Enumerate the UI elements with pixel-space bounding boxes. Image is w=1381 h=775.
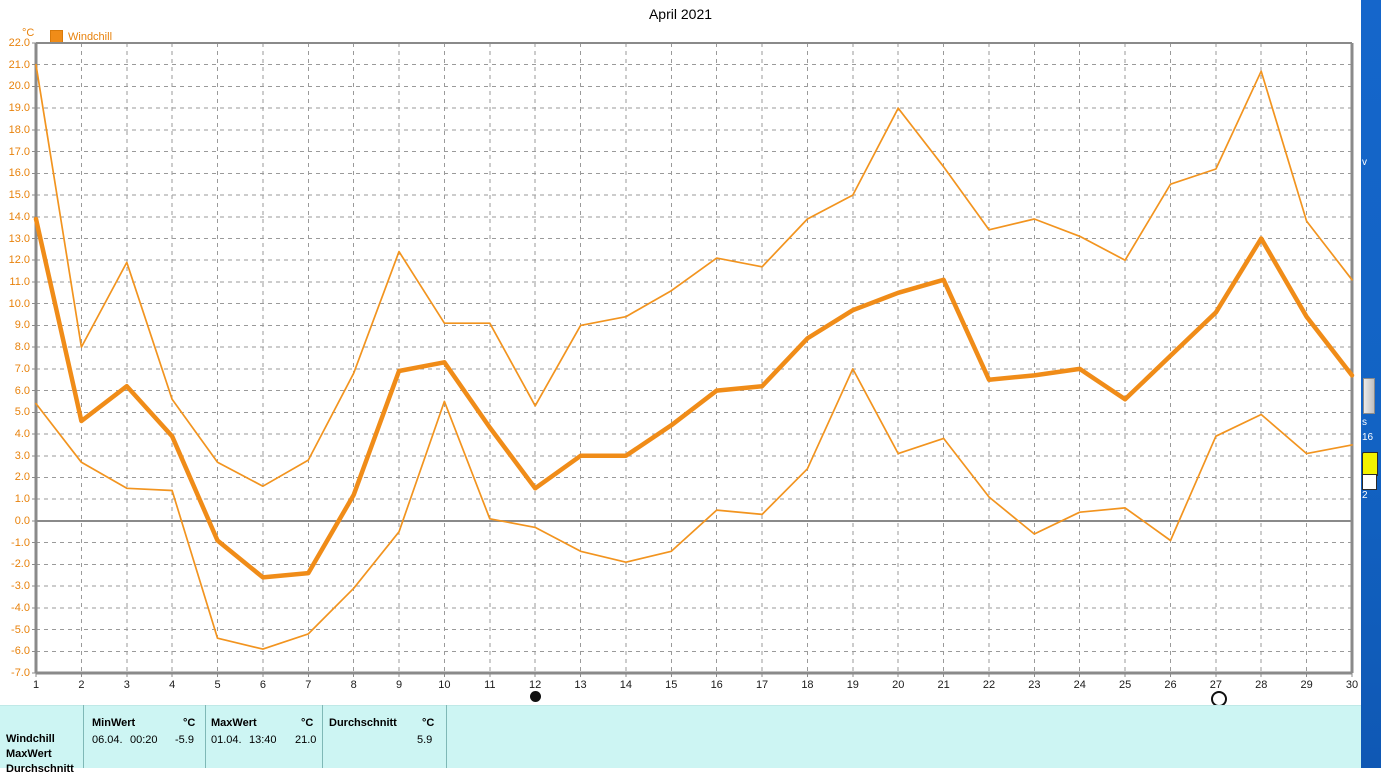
legend-label-windchill: Windchill	[68, 30, 113, 43]
x-axis-tick-11: 11	[484, 679, 496, 691]
x-axis-tick-29: 29	[1300, 679, 1313, 691]
summary-min-time: 00:20	[130, 734, 158, 746]
y-axis-tick-14: 8.0	[14, 341, 30, 354]
summary-divider-4	[446, 705, 447, 768]
x-axis-tick-17: 17	[755, 679, 769, 691]
y-axis-tick-15: 7.0	[14, 362, 30, 375]
summary-header-min: MinWert	[92, 717, 136, 729]
y-axis-tick-28: -6.0	[11, 645, 30, 658]
x-axis-tick-22: 22	[982, 679, 996, 691]
x-axis-tick-1: 1	[32, 679, 40, 691]
summary-row-label-2: Durchschnitt	[6, 763, 74, 775]
cursor-dot[interactable]	[530, 691, 542, 702]
desktop-window-icon[interactable]	[1363, 378, 1375, 414]
summary-divider-3	[322, 705, 323, 768]
summary-avg-value: 5.9	[417, 734, 433, 746]
y-axis-tick-26: -4.0	[11, 601, 30, 614]
x-axis-tick-26: 26	[1164, 679, 1177, 691]
y-axis-tick-2: 20.0	[8, 80, 30, 93]
y-axis-tick-20: 2.0	[14, 471, 30, 484]
x-axis-tick-2: 2	[78, 679, 85, 691]
summary-top-divider	[0, 705, 1361, 706]
x-axis-tick-18: 18	[801, 679, 814, 691]
y-axis-tick-16: 6.0	[14, 384, 30, 397]
x-axis-tick-27: 27	[1209, 679, 1222, 691]
x-axis-tick-4: 4	[169, 679, 176, 691]
y-axis-tick-27: -5.0	[11, 623, 30, 636]
chart-legend: Windchill	[50, 30, 112, 43]
x-axis-tick-19: 19	[846, 679, 859, 691]
x-axis-tick-24: 24	[1073, 679, 1086, 691]
y-axis-tick-17: 5.0	[14, 406, 30, 419]
summary-header-min-unit: °C	[183, 717, 196, 729]
summary-divider-1	[83, 705, 84, 768]
y-axis-tick-8: 14.0	[8, 210, 30, 223]
summary-row-label-0: Windchill	[6, 733, 55, 745]
y-axis-tick-3: 19.0	[8, 102, 30, 115]
y-axis-tick-5: 17.0	[8, 145, 30, 158]
y-axis-unit-label: °C	[22, 27, 35, 39]
desktop-text-fragment-2: 16	[1362, 432, 1374, 443]
y-axis-tick-10: 12.0	[8, 254, 30, 267]
desktop-text-fragment-3: 2	[1362, 490, 1368, 501]
y-axis-tick-12: 10.0	[8, 297, 30, 310]
y-axis-tick-23: -1.0	[11, 536, 30, 549]
x-axis-tick-20: 20	[892, 679, 905, 691]
x-axis-tick-30: 30	[1345, 679, 1359, 691]
x-axis-tick-5: 5	[214, 679, 221, 691]
summary-header-max-unit: °C	[301, 717, 314, 729]
summary-header-avg-unit: °C	[422, 717, 435, 729]
x-axis-tick-10: 10	[438, 679, 451, 691]
summary-min-value: -5.9	[175, 734, 194, 746]
y-axis-tick-9: 13.0	[8, 232, 30, 245]
y-axis-tick-21: 1.0	[14, 493, 30, 506]
summary-header-avg: Durchschnitt	[329, 717, 397, 729]
summary-min-date: 06.04.	[92, 734, 123, 746]
y-axis-tick-25: -3.0	[11, 580, 30, 593]
summary-divider-2	[205, 705, 206, 768]
summary-max-value: 21.0	[295, 734, 317, 746]
y-axis-tick-29: -7.0	[11, 667, 30, 679]
x-axis-tick-7: 7	[305, 679, 312, 691]
x-axis-tick-25: 25	[1118, 679, 1132, 691]
x-axis-tick-9: 9	[395, 679, 403, 691]
x-axis-tick-21: 21	[937, 679, 950, 691]
x-axis-tick-16: 16	[710, 679, 723, 691]
y-axis-tick-24: -2.0	[11, 558, 30, 571]
x-axis-tick-23: 23	[1028, 679, 1041, 691]
x-axis-tick-3: 3	[123, 679, 130, 691]
summary-header-max: MaxWert	[211, 717, 257, 729]
desktop-folder-icon[interactable]	[1362, 452, 1378, 476]
x-axis-tick-12: 12	[529, 679, 542, 691]
x-axis-tick-13: 13	[574, 679, 587, 691]
summary-max-time: 13:40	[249, 734, 277, 746]
y-axis-tick-0: 22.0	[8, 37, 30, 49]
chart-plot-area[interactable]: 22.0 21.0 20.0 19.0 18.0 17.0 16.0 15.0 14.0 13.0…	[0, 0, 1361, 707]
y-axis-tick-1: 21.0	[8, 58, 30, 71]
x-axis-tick-14: 14	[619, 679, 633, 691]
y-axis-tick-4: 18.0	[8, 123, 30, 136]
desktop-text-fragment-1: s	[1362, 417, 1367, 428]
summary-row-label-1: MaxWert	[6, 748, 52, 760]
y-axis-tick-19: 3.0	[14, 449, 30, 462]
desktop-document-icon[interactable]	[1362, 474, 1377, 490]
summary-max-date: 01.04.	[211, 734, 242, 746]
x-axis-tick-28: 28	[1255, 679, 1268, 691]
y-axis-tick-11: 11.0	[9, 275, 30, 288]
desktop-background-strip: v s 16 2	[1361, 0, 1381, 768]
y-axis-tick-6: 16.0	[8, 167, 30, 180]
y-axis-tick-22: 0.0	[14, 514, 30, 527]
y-axis-tick-13: 9.0	[14, 319, 30, 332]
chart-title: April 2021	[648, 6, 713, 22]
x-axis-tick-8: 8	[350, 679, 357, 691]
chart-canvas	[32, 42, 1355, 677]
desktop-text-fragment-0: v	[1362, 157, 1367, 168]
x-axis-tick-6: 6	[259, 679, 266, 691]
summary-table: MinWert °C MaxWert °C Durchschnitt °C Wi…	[0, 705, 1361, 775]
y-axis-tick-7: 15.0	[8, 189, 30, 202]
x-axis-tick-15: 15	[665, 679, 678, 691]
y-axis-tick-18: 4.0	[14, 428, 30, 441]
